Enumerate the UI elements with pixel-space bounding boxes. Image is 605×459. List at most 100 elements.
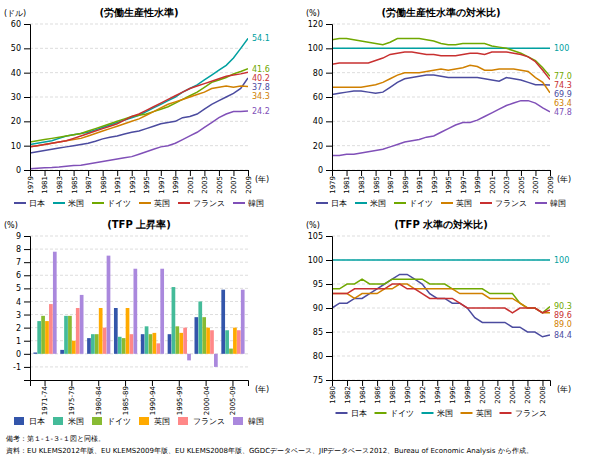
tick: 1995 [445,170,453,194]
grid-line [30,327,248,328]
tick-mark [45,170,46,176]
tick-mark [405,170,406,176]
tick-mark [390,170,391,176]
bar [95,334,99,354]
line [332,101,550,156]
end-label: 54.1 [252,34,270,43]
grid-line [30,340,248,341]
legend-entry: フランス [178,417,225,426]
tick-mark [24,288,30,289]
tick: 1997 [158,170,166,194]
tick-mark [179,380,180,386]
line [332,284,550,313]
legend-swatch [53,202,65,204]
tick-mark [219,170,220,176]
plot-area [33,252,244,367]
legend-entry: フランス [480,199,527,208]
bar [168,334,172,354]
line [332,274,550,336]
tick: 2007 [532,170,540,194]
x-axis: 1980198219841986198819901992199419961998… [329,380,551,404]
tick-label: 1980 [329,386,337,404]
line [30,72,248,147]
legend-label: 英国 [154,417,170,426]
legend-swatch [316,202,328,204]
legend-swatch [441,202,453,204]
tick: 10 [11,142,30,151]
tick: 120 [308,20,332,29]
tick-mark [542,380,543,386]
tick-label: 6 [16,271,21,280]
axis-line [24,237,31,381]
bar [80,295,84,354]
bar [187,354,191,361]
tick-label: 1981 [41,176,49,194]
tick-label: 1997 [460,176,468,194]
tick-mark [74,170,75,176]
legend-label: 米国 [68,417,84,426]
bar [183,328,187,354]
tick-mark [24,328,30,329]
tick-label: 1 [16,337,21,346]
tick-mark [190,170,191,176]
tick-mark [326,97,332,98]
legend-entry: 米国 [53,199,84,208]
line [332,52,550,80]
tick: 1990 [404,380,412,404]
legend-label: 日本 [29,199,45,208]
tick: 90 [313,304,332,313]
legend-label: 韓国 [248,417,264,426]
bar [45,321,49,354]
title: (TFP 水準の対米比) [394,219,488,230]
tick-label: 1991 [416,176,424,194]
end-label: 89.6 [554,311,572,320]
tick-label: 100 [308,44,323,53]
tick-label: 2007 [532,176,540,194]
tick-label: 0 [16,166,21,175]
legend-swatch [461,412,473,414]
legend-swatch [233,417,243,425]
tick: 1986 [374,380,382,404]
tick: 105 [308,232,332,241]
tick-mark [422,380,423,386]
bar [195,317,199,354]
bar [64,316,68,354]
bar [145,326,149,353]
axis-line [326,237,333,381]
end-label: 47.8 [554,108,572,117]
tick: 2000 [479,380,487,404]
tick: 2001 [187,170,195,194]
tick: 75 [313,376,332,385]
axis-line [24,25,31,171]
line [332,284,550,313]
end-label: 100 [554,256,569,265]
tick-label: 1993 [129,176,137,194]
tick-label: 100 [308,256,323,265]
tick-mark [71,380,72,386]
grid-line [30,262,248,263]
tick-mark [419,170,420,176]
line [332,48,550,50]
tick-label: 1989 [100,176,108,194]
legend-entry: 日本 [14,199,45,208]
tick-mark [24,73,30,74]
tick-mark [132,170,133,176]
legend-label: 日本 [29,417,45,426]
tick: 1981 [41,170,49,194]
title: (TFP 上昇率) [107,219,171,230]
tick-mark [506,170,507,176]
tick-label: 80 [313,352,323,361]
tick: 100 [308,256,332,265]
end-label: 90.3 [554,302,572,311]
end-label: 41.6 [252,65,270,74]
bar-series [49,304,241,354]
tick: 1999 [172,170,180,194]
tick-label: 2008 [539,386,547,404]
end-label: 34.3 [252,92,270,101]
bar [206,328,210,354]
tick-label: 1987 [85,176,93,194]
bar [72,341,76,354]
legend-entry: 日本 [336,409,367,418]
legend-label: 日本 [351,409,367,418]
tick-label: 1998 [464,386,472,404]
